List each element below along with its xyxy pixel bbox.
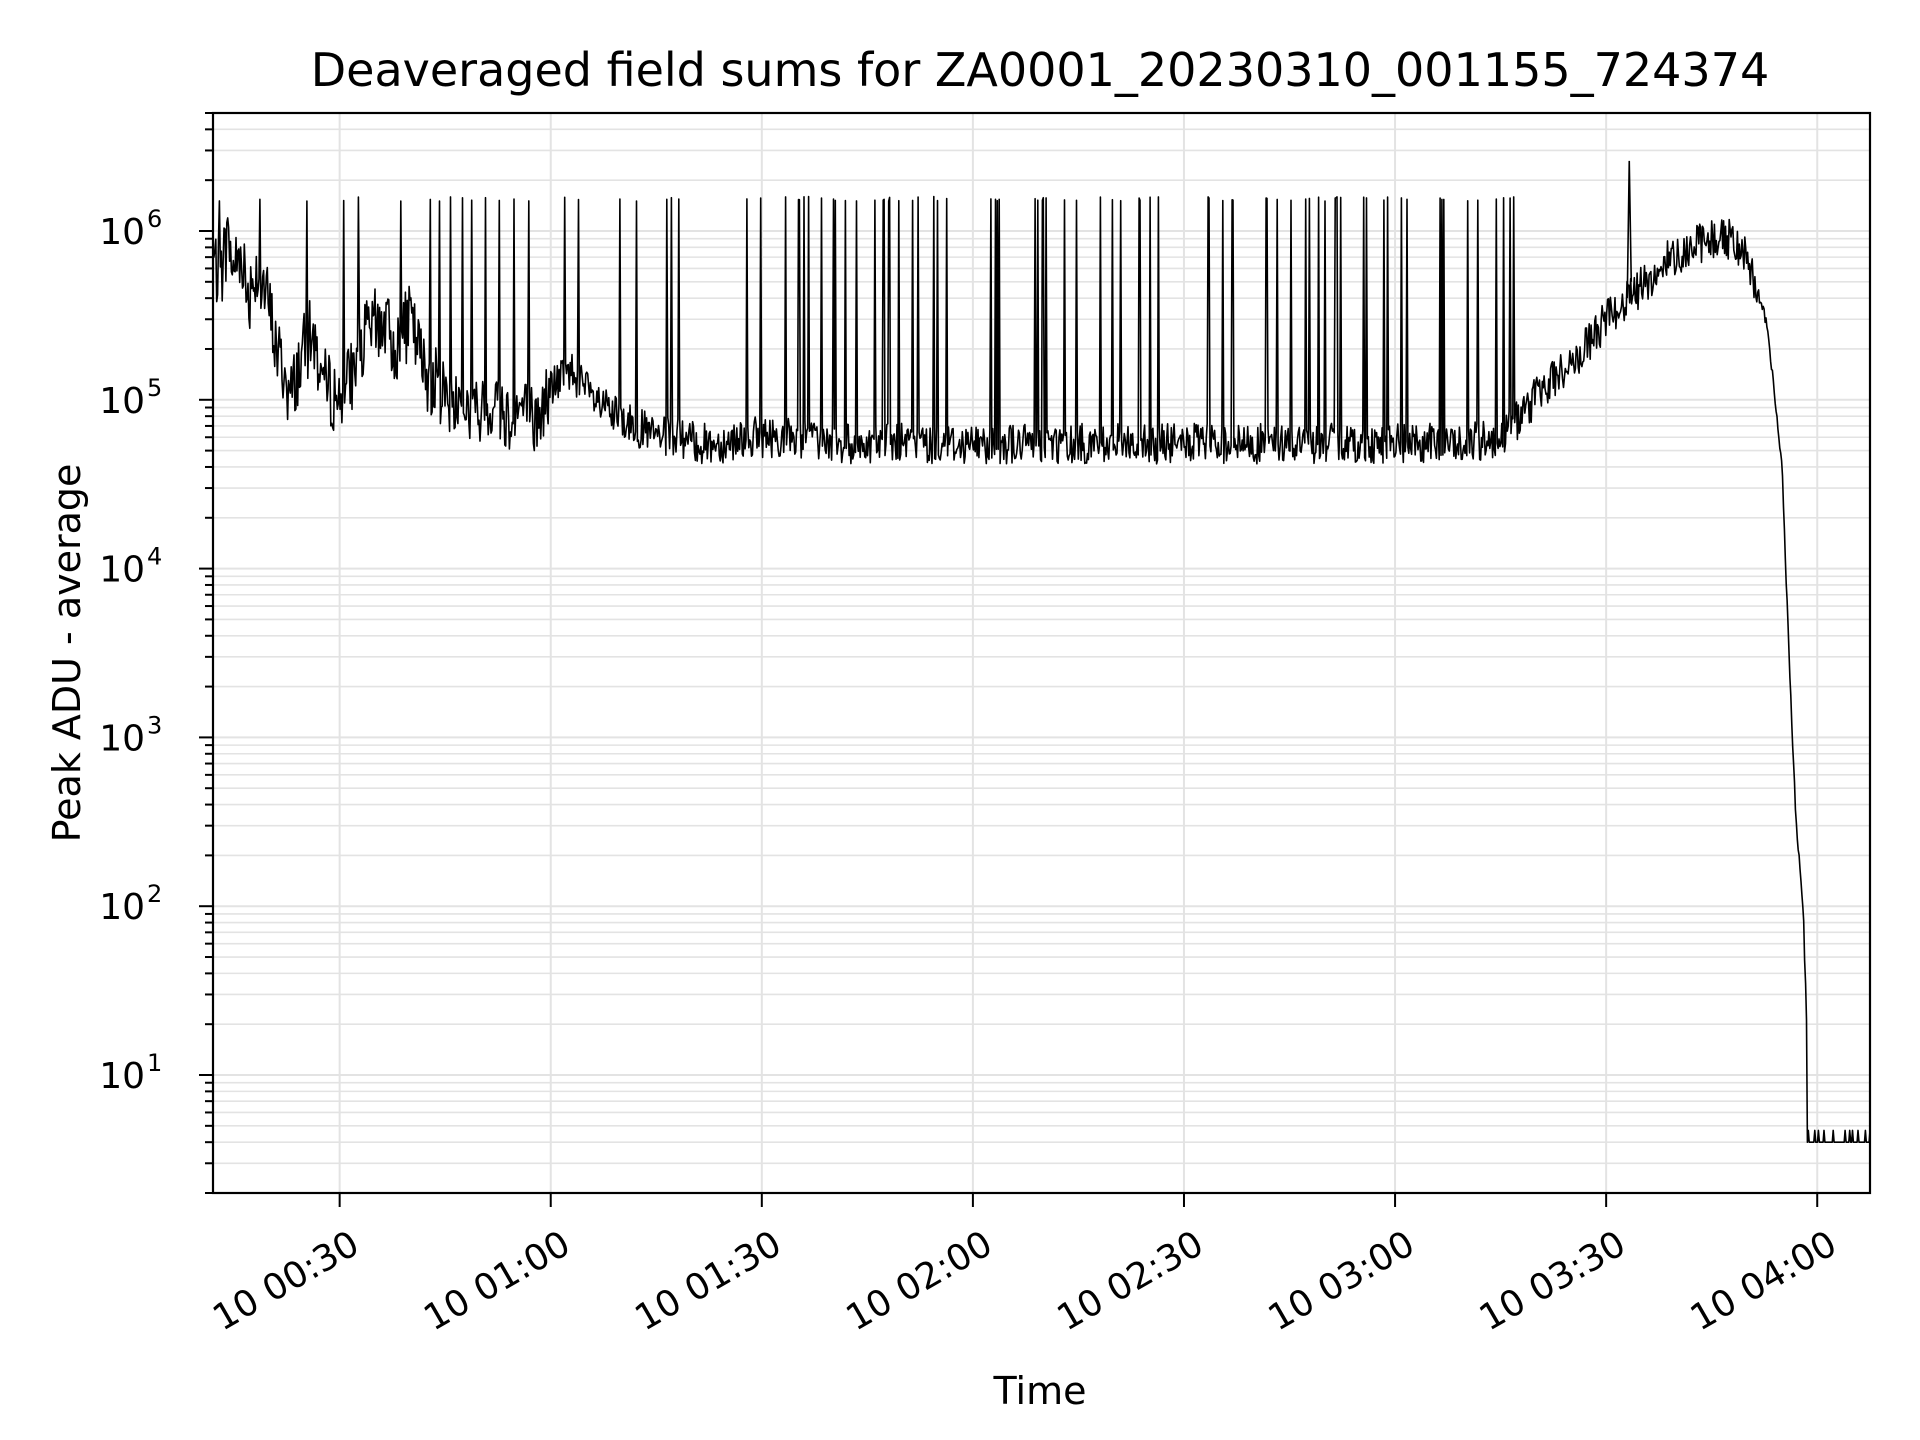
chart-title: Deaveraged field sums for ZA0001_2023031…	[311, 43, 1770, 97]
y-tick-exponent: 1	[147, 1049, 162, 1077]
y-axis-label: Peak ADU - average	[45, 464, 89, 843]
y-tick-label: 10	[99, 1056, 145, 1097]
y-tick-label: 10	[99, 718, 145, 759]
series-line	[212, 195, 1871, 1143]
y-tick-label: 10	[99, 381, 145, 422]
y-tick-exponent: 2	[147, 880, 162, 908]
y-tick-exponent: 4	[147, 543, 162, 571]
plot-frame	[211, 111, 1872, 1195]
plot-series	[212, 160, 1871, 1143]
y-tick-label: 10	[99, 887, 145, 928]
series-peak	[1626, 160, 1633, 299]
y-tick-exponent: 6	[147, 205, 162, 233]
y-tick-exponent: 3	[147, 711, 162, 739]
x-axis-label: Time	[993, 1369, 1087, 1413]
y-tick-exponent: 5	[147, 374, 162, 402]
y-tick-label: 10	[99, 550, 145, 591]
y-tick-label: 10	[99, 212, 145, 253]
